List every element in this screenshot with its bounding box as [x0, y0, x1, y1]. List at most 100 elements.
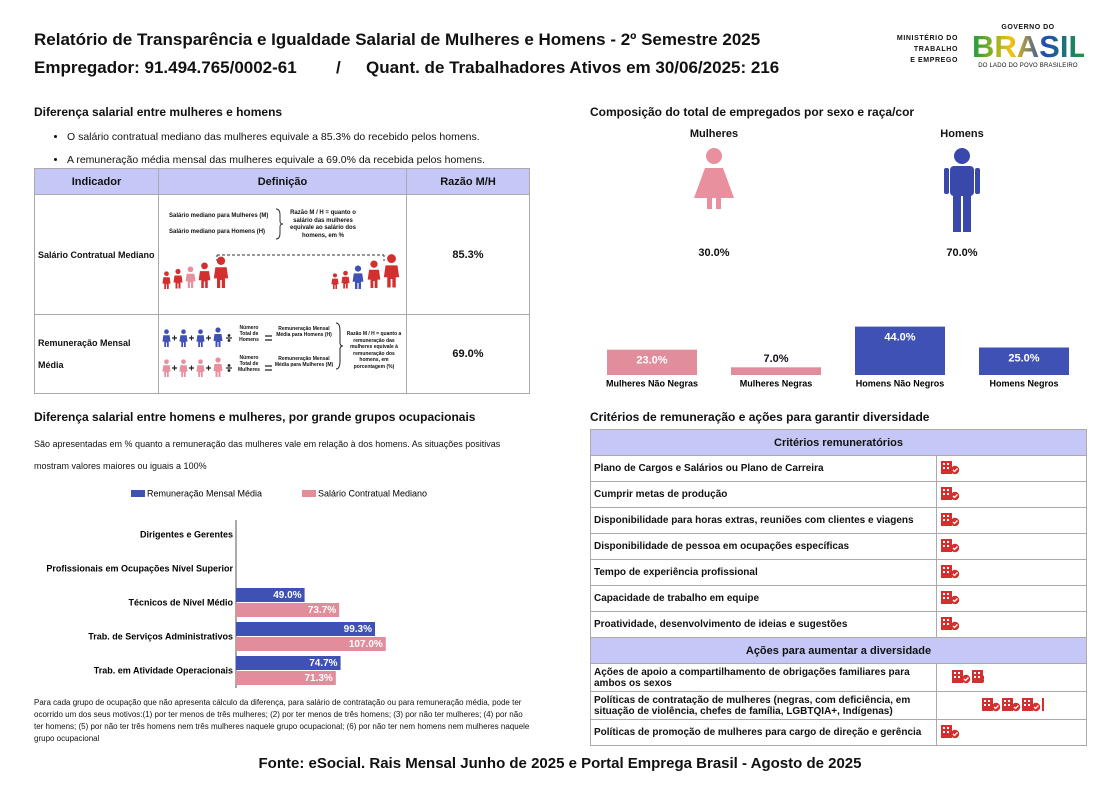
ministry-line: E EMPREGO — [910, 57, 958, 64]
government-logo: GOVERNO DO BRASIL DO LADO DO POVO BRASIL… — [972, 24, 1087, 69]
category-label: Homens Negros — [989, 378, 1058, 388]
table-header: Razão M/H — [406, 168, 530, 195]
indicator: Salário Contratual Mediano — [34, 194, 159, 315]
indicator: Remuneração Mensal Média — [34, 314, 159, 394]
ratio-note: Razão M / H = quanto o salário das mulhe… — [289, 210, 357, 239]
value-label: 71.3% — [304, 673, 332, 684]
icons — [936, 455, 1087, 482]
formula-label: Remuneração Mensal Média para Mulheres (… — [274, 356, 334, 368]
icons — [936, 663, 1087, 692]
worker-count: Quant. de Trabalhadores Ativos em 30/06/… — [366, 58, 780, 77]
source-footer: Fonte: eSocial. Rais Mensal Junho de 202… — [258, 755, 862, 772]
icons — [936, 507, 1087, 534]
table-header: Definição — [158, 168, 407, 195]
chart-subtitle: São apresentadas em % quanto a remuneraç… — [34, 439, 501, 471]
criterion: Tempo de experiência profissional — [590, 559, 937, 586]
criterion: Plano de Cargos e Salários ou Plano de C… — [590, 455, 937, 482]
category-label: Trab. em Atividade Operacionais — [94, 665, 233, 675]
legend-swatch — [131, 490, 145, 497]
table-header: Ações para aumentar a diversidade — [590, 637, 1087, 664]
slogan: DO LADO DO POVO BRASILEIRO — [978, 63, 1078, 69]
definition-label: Salário mediano para Homens (H) — [169, 229, 266, 235]
legend-label: Remuneração Mensal Média — [147, 488, 262, 498]
action: Políticas de contratação de mulheres (ne… — [590, 691, 937, 720]
report-title: Relatório de Transparência e Igualdade S… — [34, 30, 761, 49]
chart-title: Diferença salarial entre homens e mulher… — [34, 410, 476, 424]
male-icon — [944, 148, 980, 232]
action: Políticas de promoção de mulheres para c… — [590, 719, 937, 746]
chart-footnote: Para cada grupo de ocupação que não apre… — [34, 698, 530, 743]
icons — [936, 585, 1087, 612]
criterion: Cumprir metas de produção — [590, 481, 937, 508]
legend-label: Salário Contratual Mediano — [318, 488, 427, 498]
value-label: 7.0% — [763, 353, 788, 365]
category-label: Profissionais em Ocupações Nível Superio… — [46, 563, 233, 573]
category-label: Homens Não Negros — [856, 378, 945, 388]
ratio-note: Razão M / H = quanto a remuneração das m… — [346, 331, 402, 370]
formula-label: Número Total de Mulheres — [238, 355, 260, 373]
criterion: Proatividade, desenvolvimento de ideias … — [590, 611, 937, 638]
value-label: 25.0% — [1008, 352, 1039, 364]
criteria-table: Critérios remuneratórios Plano de Cargos… — [590, 429, 1087, 746]
icons — [936, 533, 1087, 560]
bar — [979, 347, 1069, 375]
category-label: Trab. de Serviços Administrativos — [88, 631, 233, 641]
definition: Salário mediano para Mulheres (M) Salári… — [158, 194, 407, 315]
value-label: 49.0% — [273, 590, 301, 601]
value-label: 107.0% — [349, 639, 383, 650]
formula-label: Remuneração Mensal Média para Homens (H) — [276, 326, 332, 338]
section-title: Diferença salarial entre mulheres e home… — [34, 105, 283, 119]
ratio-value: 69.0% — [406, 314, 530, 394]
icons — [936, 611, 1087, 638]
ministry-line: MINISTÉRIO DO — [896, 35, 958, 42]
indicator-table: Indicador Definição Razão M/H Salário Cont… — [34, 168, 530, 394]
group-share: 70.0% — [946, 247, 978, 259]
criterion: Capacidade de trabalho em equipe — [590, 585, 937, 612]
legend-swatch — [302, 490, 316, 497]
bullet: A remuneração média mensal das mulheres … — [67, 149, 485, 172]
ministry-logo: MINISTÉRIO DO TRABALHO E EMPREGO — [880, 33, 958, 66]
bar — [855, 326, 945, 375]
value-label: 73.7% — [308, 605, 336, 616]
bar — [731, 367, 821, 375]
section-title: Critérios de remuneração e ações para ga… — [590, 410, 930, 424]
category-label: Mulheres Negras — [740, 378, 813, 388]
value-label: 99.3% — [344, 624, 372, 635]
category-label: Mulheres Não Negras — [606, 378, 698, 388]
value-label: 74.7% — [309, 658, 337, 669]
bullet: O salário contratual mediano das mulhere… — [67, 126, 485, 149]
formula-label: Número Total de Homens — [239, 325, 259, 343]
table-header: Critérios remuneratórios — [590, 429, 1087, 456]
icons — [936, 559, 1087, 586]
separator: / — [336, 58, 341, 77]
definition-label: Salário mediano para Mulheres (M) — [169, 213, 269, 219]
icons — [936, 481, 1087, 508]
criterion: Disponibilidade de pessoa em ocupações e… — [590, 533, 937, 560]
value-label: 44.0% — [884, 332, 915, 344]
criterion: Disponibilidade para horas extras, reuni… — [590, 507, 937, 534]
section-title: Composição do total de empregados por se… — [590, 105, 915, 119]
category-label: Técnicos de Nível Médio — [128, 597, 233, 607]
bullet-list: O salário contratual mediano das mulhere… — [52, 126, 485, 172]
category-label: Dirigentes e Gerentes — [140, 529, 233, 539]
bar — [607, 349, 697, 375]
definition: Número Total de Homens Remuneração Mensa… — [158, 314, 407, 394]
bar — [236, 603, 340, 617]
definition-diagram — [162, 322, 344, 377]
bar — [236, 637, 386, 651]
ministry-line: TRABALHO — [913, 46, 958, 53]
definition-diagram — [162, 208, 400, 289]
employer: Empregador: 91.494.765/0002-61 — [34, 58, 297, 77]
bar — [236, 671, 336, 685]
action: Ações de apoio a compartilhamento de obr… — [590, 663, 937, 692]
ratio-value: 85.3% — [406, 194, 530, 315]
icons — [936, 719, 1087, 746]
icons — [936, 691, 1087, 720]
value-label: 23.0% — [636, 355, 667, 367]
table-header: Indicador — [34, 168, 159, 195]
bar — [236, 588, 305, 602]
government-label: GOVERNO DO — [1001, 24, 1055, 31]
bar — [236, 656, 341, 670]
